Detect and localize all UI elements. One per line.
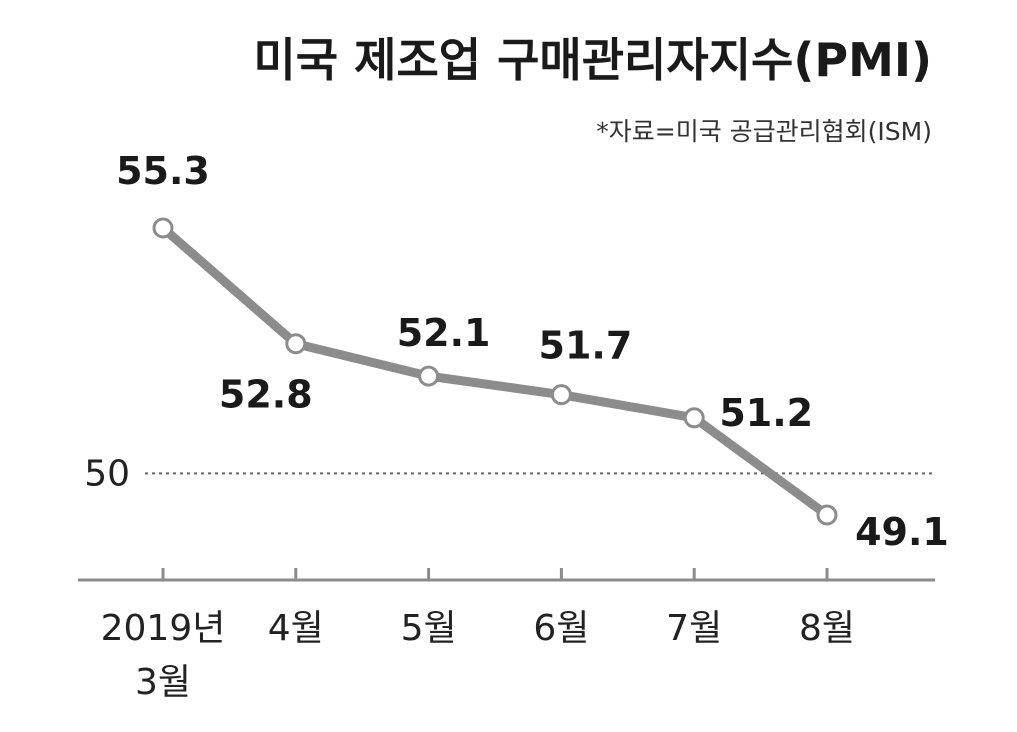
- chart-title: 미국 제조업 구매관리자지수(PMI): [253, 33, 932, 87]
- data-point-2: [418, 365, 440, 387]
- data-point-4: [683, 407, 705, 429]
- chart-source-note: *자료=미국 공급관리협회(ISM): [596, 117, 932, 146]
- x-tick-label-2: 5월: [401, 608, 457, 649]
- x-tick-label-1: 4월: [268, 608, 324, 649]
- data-label-3: 51.7: [539, 324, 633, 368]
- x-axis-ticks: [161, 568, 829, 580]
- data-point-3: [550, 384, 572, 406]
- data-label-0: 55.3: [116, 149, 210, 193]
- data-point-0: [152, 217, 174, 239]
- data-label-2: 52.1: [397, 311, 491, 355]
- reference-line-label: 50: [84, 453, 130, 494]
- data-label-4: 51.2: [719, 391, 813, 435]
- x-tick-label-4: 7월: [666, 608, 722, 649]
- data-points: [152, 217, 838, 526]
- data-label-1: 52.8: [219, 373, 313, 417]
- x-tick-label-3: 6월: [533, 608, 589, 649]
- x-axis-tick-labels: 2019년 3월 4월 5월 6월 7월 8월: [101, 608, 855, 703]
- x-tick-label-0: 2019년 3월: [101, 608, 226, 703]
- series-line: [158, 223, 832, 520]
- data-labels: 55.3 52.8 52.1 51.7 51.2 49.1: [116, 149, 949, 554]
- x-tick-label-5: 8월: [799, 608, 855, 649]
- data-label-5: 49.1: [855, 510, 949, 554]
- data-point-5: [816, 504, 838, 526]
- data-point-1: [285, 333, 307, 355]
